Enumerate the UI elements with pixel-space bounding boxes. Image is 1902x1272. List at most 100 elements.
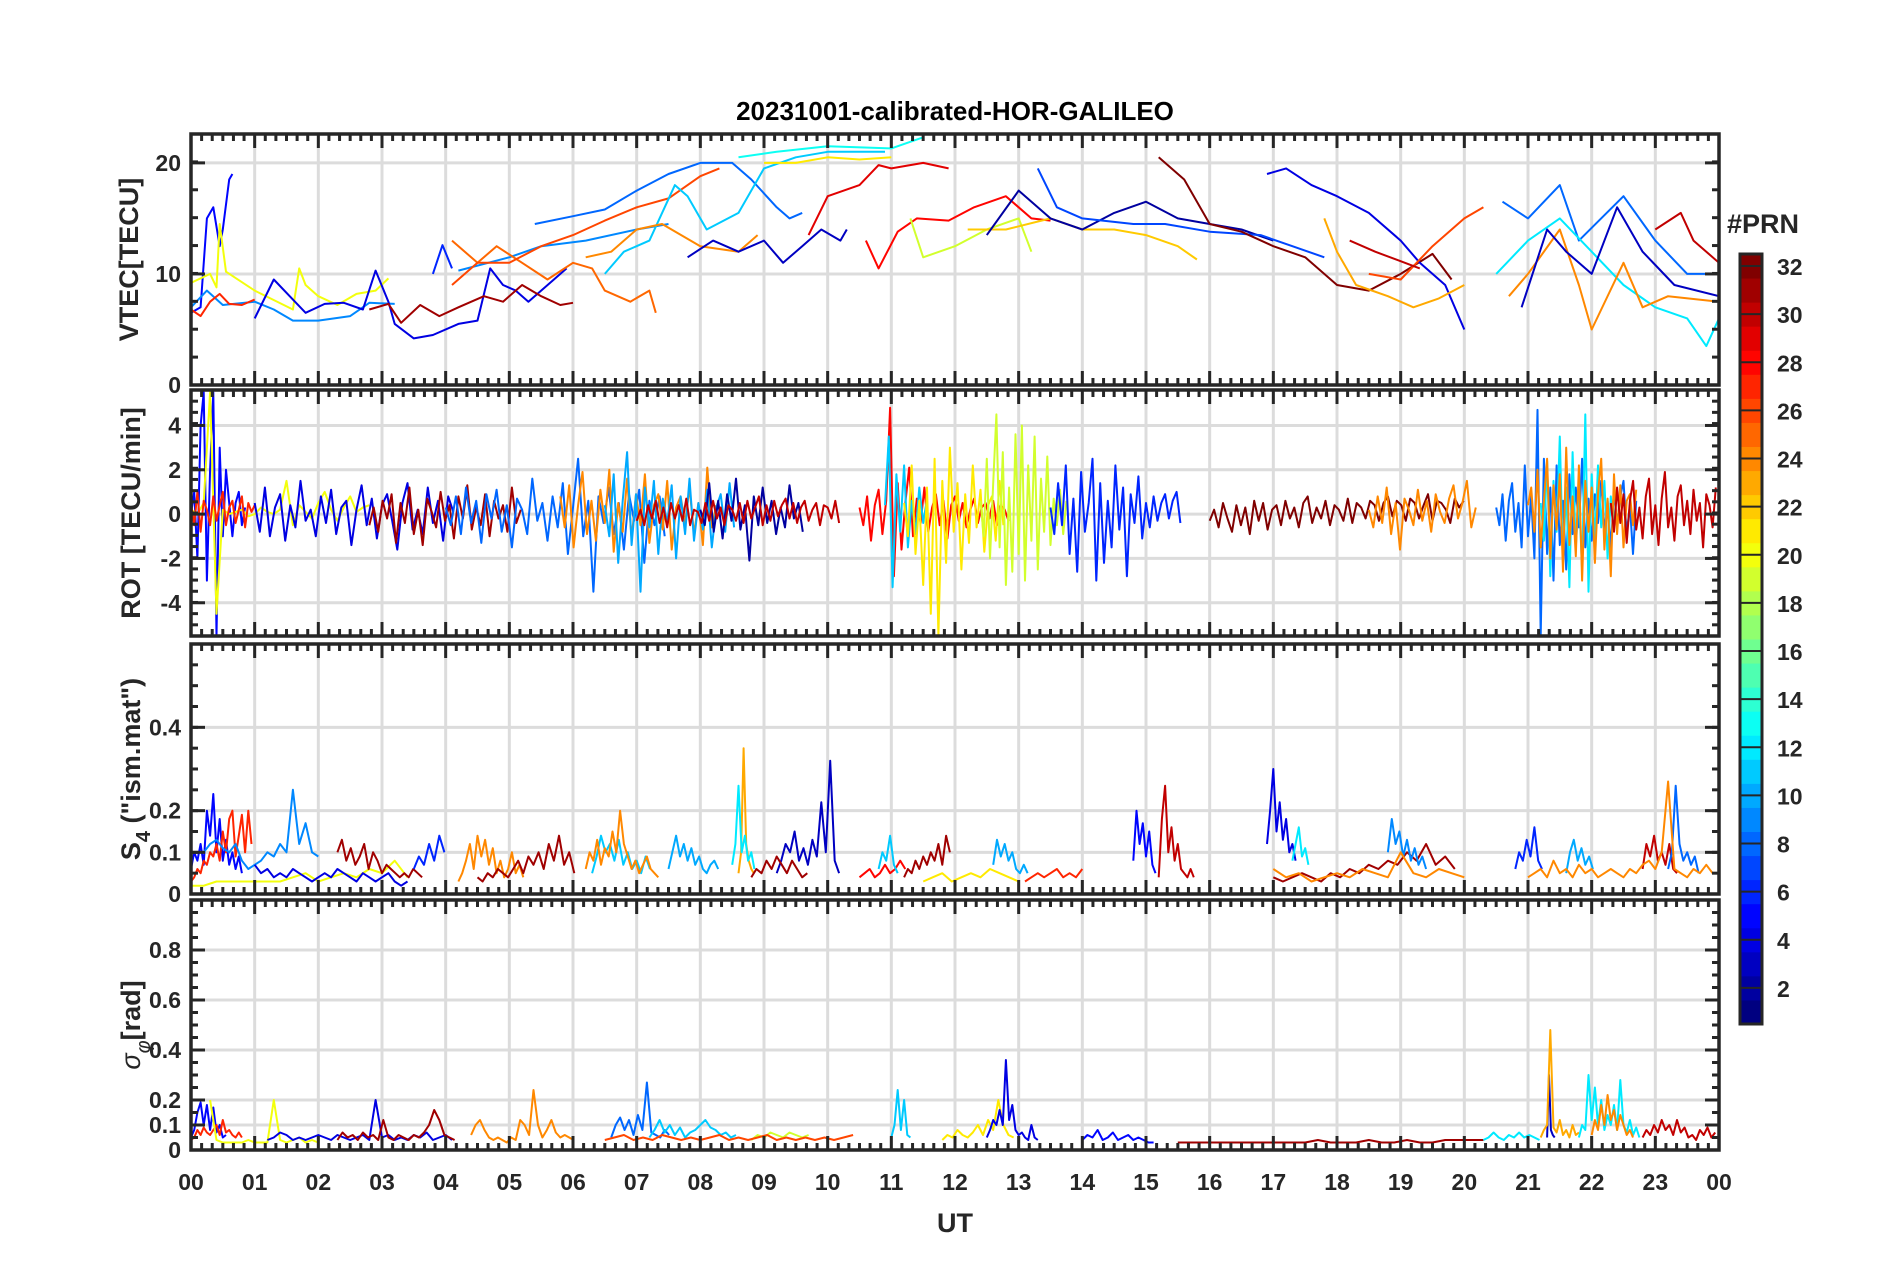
series-line-prn-4	[985, 1059, 1039, 1141]
series-group	[191, 136, 1719, 348]
series-line-prn-31	[1177, 1139, 1484, 1144]
colorbar-label: #PRN	[1727, 209, 1799, 239]
series-line-prn-27	[191, 1119, 243, 1141]
x-tick-label: 05	[497, 1169, 523, 1195]
series-line-prn-11	[648, 1119, 737, 1139]
colorbar-tick-label: 18	[1777, 591, 1803, 617]
axes-frame	[189, 642, 1721, 896]
x-tick-label: 04	[433, 1169, 459, 1195]
x-tick-label: 21	[1515, 1169, 1541, 1195]
x-tick-label: 09	[751, 1169, 777, 1195]
colorbar-tick-label: 10	[1777, 783, 1803, 809]
colorbar-swatch-25	[1740, 422, 1762, 447]
panel-sigma_phi: 00.10.2 0.4 0.6 0.8 σφ[rad]	[116, 898, 1721, 1163]
series-line-prn-4	[1266, 768, 1297, 861]
series-line-prn-24	[1508, 228, 1719, 331]
x-tick-label: 06	[560, 1169, 586, 1195]
x-tick-label: 08	[688, 1169, 714, 1195]
series-line-prn-24	[584, 809, 660, 878]
chart-title: 20231001-calibrated-HOR-GALILEO	[736, 96, 1174, 126]
series-line-prn-30	[635, 495, 841, 529]
series-line-prn-6	[1049, 457, 1182, 582]
series-line-prn-30	[1609, 471, 1717, 549]
series-line-prn-12	[1577, 1074, 1641, 1138]
series-line-prn-10	[667, 834, 720, 875]
colorbar-tick-label: 30	[1777, 302, 1803, 328]
series-line-prn-12	[1495, 217, 1719, 348]
series-line-prn-8	[610, 1081, 670, 1139]
y-tick-label: 0.4	[149, 714, 181, 740]
series-line-prn-28	[864, 195, 1051, 270]
series-line-prn-20	[191, 223, 390, 311]
colorbar-swatch-15	[1740, 663, 1762, 688]
series-line-prn-9	[1386, 818, 1428, 870]
x-tick-label: 15	[1133, 1169, 1159, 1195]
series-line-prn-29	[807, 161, 949, 236]
panel-vtec: 0 10 20 VTEC[TECU]	[114, 132, 1721, 398]
colorbar-tick-label: 12	[1777, 735, 1803, 761]
series-line-prn-32	[1158, 156, 1453, 292]
series-line-prn-30	[1641, 1119, 1716, 1141]
series-line-prn-24	[457, 834, 525, 882]
colorbar-tick-label: 14	[1777, 687, 1803, 713]
colorbar-tick-label: 4	[1777, 928, 1790, 954]
colorbar-swatch-7	[1740, 855, 1762, 881]
colorbar-tick-label: 2	[1777, 976, 1790, 1002]
colorbar-tick-label: 6	[1777, 880, 1790, 906]
y-tick-label: -2	[161, 545, 181, 571]
series-line-prn-21	[903, 446, 1005, 636]
colorbar-tick-label: 24	[1777, 447, 1803, 473]
series-line-prn-10	[603, 451, 736, 593]
series-line-prn-5	[191, 793, 243, 874]
series-line-prn-4	[253, 864, 409, 887]
series-line-prn-27	[191, 292, 256, 318]
series-line-prn-11	[884, 435, 928, 589]
series-line-prn-31	[336, 838, 423, 879]
y-label-subscript: φ	[133, 1040, 155, 1053]
series-line-prn-31	[476, 834, 576, 883]
y-tick-label: 0.4	[149, 1037, 181, 1063]
y-axis-label: S4 ("ism.mat")	[116, 678, 155, 860]
colorbar-frame	[1738, 252, 1764, 1026]
series-line-prn-19	[909, 217, 1033, 259]
y-tick-label: 4	[168, 412, 181, 438]
y-tick-label: -4	[161, 590, 182, 616]
axes-frame	[189, 388, 1721, 638]
y-axis-label: VTEC[TECU]	[114, 178, 144, 342]
y-tick-label: 2	[168, 457, 181, 483]
panel-s4: 00.10.20.4S4 ("ism.mat")	[116, 642, 1721, 907]
series-line-prn-24	[1367, 479, 1477, 551]
series-line-prn-31	[336, 1109, 456, 1141]
colorbar-tick-label: 20	[1777, 543, 1803, 569]
series-line-prn-4	[1266, 167, 1466, 330]
series-line-prn-5	[1132, 809, 1157, 874]
series-line-prn-4	[253, 267, 568, 340]
axes-frame	[189, 132, 1721, 387]
y-tick-label: 0.6	[149, 987, 181, 1013]
x-tick-label: 10	[815, 1169, 841, 1195]
colorbar-swatch-3	[1740, 951, 1762, 977]
x-tick-label: 00	[1706, 1169, 1732, 1195]
y-tick-label: 0	[168, 501, 181, 527]
series-line-prn-12	[731, 784, 756, 870]
series-group	[191, 747, 1714, 887]
y-label-rest: [rad]	[116, 980, 146, 1040]
x-tick-label: 03	[369, 1169, 395, 1195]
y-tick-label: 0	[168, 372, 181, 398]
y-tick-label: 0	[168, 1137, 181, 1163]
x-tick-label: 00	[178, 1169, 204, 1195]
series-line-prn-21	[764, 156, 892, 164]
series-line-prn-8	[444, 457, 666, 593]
colorbar-swatch-29	[1740, 326, 1762, 351]
colorbar-swatch-21	[1740, 518, 1762, 544]
y-label-main: S	[116, 842, 146, 860]
colorbar-swatch-5	[1740, 903, 1762, 929]
x-tick-label: 19	[1388, 1169, 1414, 1195]
series-line-prn-8	[534, 161, 803, 225]
series-line-prn-12	[1291, 826, 1310, 865]
y-label-rest: ("ism.mat")	[116, 678, 146, 831]
series-line-prn-24	[1590, 1094, 1634, 1138]
series-line-prn-3	[1520, 206, 1719, 308]
series-line-prn-2	[699, 477, 804, 562]
